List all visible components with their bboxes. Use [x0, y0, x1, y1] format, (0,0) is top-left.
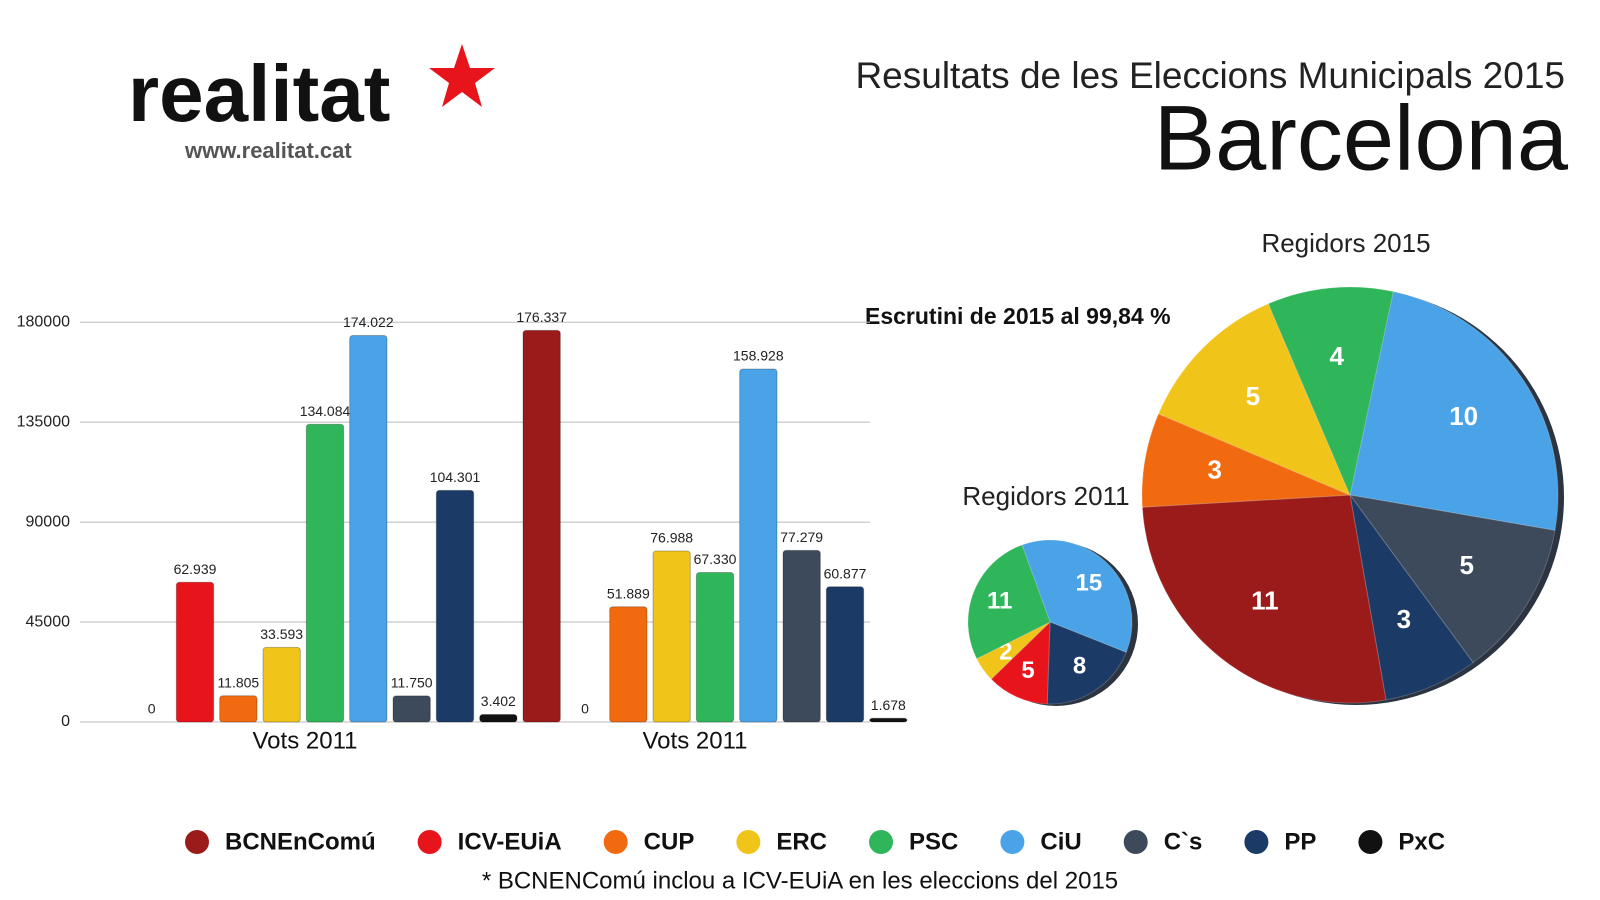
legend-swatch	[1358, 830, 1383, 854]
legend-swatch	[869, 830, 894, 854]
value-label: 51.889	[607, 585, 650, 601]
pie-slice	[1267, 286, 1394, 497]
footnote: * BCNENComú inclou a ICV-EUiA en les ele…	[482, 867, 1118, 894]
bar	[175, 581, 215, 723]
legend-label: PP	[1284, 828, 1316, 855]
pie-slice	[1157, 303, 1351, 496]
slice-label: 5	[1021, 657, 1034, 684]
x-tick-label: Vots 2011	[643, 727, 748, 754]
y-tick-label: 45000	[26, 613, 71, 630]
legend-swatch	[185, 830, 209, 854]
pie-slice	[1349, 290, 1559, 531]
logo: realitat	[128, 49, 390, 138]
pie-title: Regidors 2011	[962, 481, 1129, 511]
bar	[782, 549, 821, 723]
value-label: 76.988	[650, 530, 693, 546]
slice-label: 3	[1207, 454, 1221, 484]
pie-slice	[1141, 494, 1387, 704]
value-label: 1.678	[871, 697, 906, 713]
pie-slice	[990, 620, 1051, 705]
legend-swatch	[1244, 830, 1269, 854]
y-tick-label: 90000	[26, 513, 71, 530]
legend-swatch	[417, 830, 442, 854]
value-label: 60.877	[824, 565, 867, 581]
legend-label: ERC	[776, 828, 827, 855]
y-tick-label: 180000	[17, 313, 70, 330]
bar	[739, 368, 778, 723]
slice-label: 4	[1329, 341, 1344, 371]
logo-star	[429, 44, 495, 107]
slice-label: 5	[1459, 550, 1473, 580]
bar	[609, 606, 648, 723]
value-label: 11.805	[217, 674, 259, 690]
subtitle: Barcelona	[1154, 87, 1569, 189]
pie-slice	[975, 621, 1051, 680]
value-label: 134.084	[300, 403, 351, 419]
legend-swatch	[1123, 830, 1148, 854]
legend-label: CUP	[644, 828, 695, 855]
value-label: 176.337	[516, 309, 567, 325]
value-label: 3.402	[481, 693, 516, 709]
y-tick-label: 135000	[17, 413, 70, 430]
slice-label: 10	[1449, 401, 1478, 431]
legend-swatch	[603, 830, 628, 854]
slice-label: 5	[1246, 381, 1260, 411]
pie-slice	[1349, 494, 1474, 701]
legend-label: ICV-EUiA	[458, 828, 562, 855]
bar	[825, 586, 865, 723]
slice-label: 11	[1251, 586, 1279, 616]
logo-url: www.realitat.cat	[184, 138, 352, 163]
bar	[695, 571, 735, 723]
value-label: 11.750	[391, 675, 433, 691]
slice-label: 11	[987, 587, 1012, 614]
legend-label: C`s	[1164, 828, 1203, 855]
legend-label: PSC	[909, 828, 958, 855]
bar	[435, 489, 475, 723]
pie-title: Regidors 2015	[1261, 228, 1430, 258]
title: Resultats de les Eleccions Municipals 20…	[855, 55, 1565, 96]
value-label: 158.928	[733, 348, 784, 364]
slice-label: 8	[1073, 653, 1086, 680]
pie-slice	[1046, 621, 1127, 705]
bar	[869, 717, 908, 723]
annotation: Escrutini de 2015 al 99,84 %	[865, 303, 1171, 329]
pie-slice	[1021, 539, 1133, 653]
bar	[392, 695, 431, 723]
legend-label: BCNEnComú	[225, 828, 376, 855]
bar	[522, 329, 561, 723]
bar	[305, 423, 345, 723]
pie-slice	[967, 544, 1051, 660]
value-label: 0	[581, 701, 589, 717]
bar	[349, 334, 388, 723]
pie-slice	[1348, 494, 1556, 664]
value-label: 104.301	[430, 469, 481, 485]
legend-swatch	[736, 830, 761, 854]
bar	[219, 695, 258, 723]
value-label: 67.330	[694, 551, 737, 567]
legend-label: CiU	[1040, 828, 1081, 855]
value-label: 174.022	[343, 314, 394, 330]
x-tick-label: Vots 2011	[253, 727, 358, 754]
bar	[479, 713, 518, 723]
slice-label: 3	[1397, 604, 1411, 634]
bar	[262, 646, 301, 723]
bar	[652, 550, 691, 723]
y-tick-label: 0	[61, 713, 70, 730]
legend-label: PxC	[1398, 828, 1445, 855]
value-label: 33.593	[260, 626, 303, 642]
value-label: 0	[148, 701, 156, 717]
value-label: 62.939	[174, 561, 217, 577]
value-label: 77.279	[780, 529, 823, 545]
slice-label: 15	[1075, 570, 1102, 597]
legend-swatch	[1000, 830, 1025, 854]
pie-slice	[1141, 413, 1351, 508]
